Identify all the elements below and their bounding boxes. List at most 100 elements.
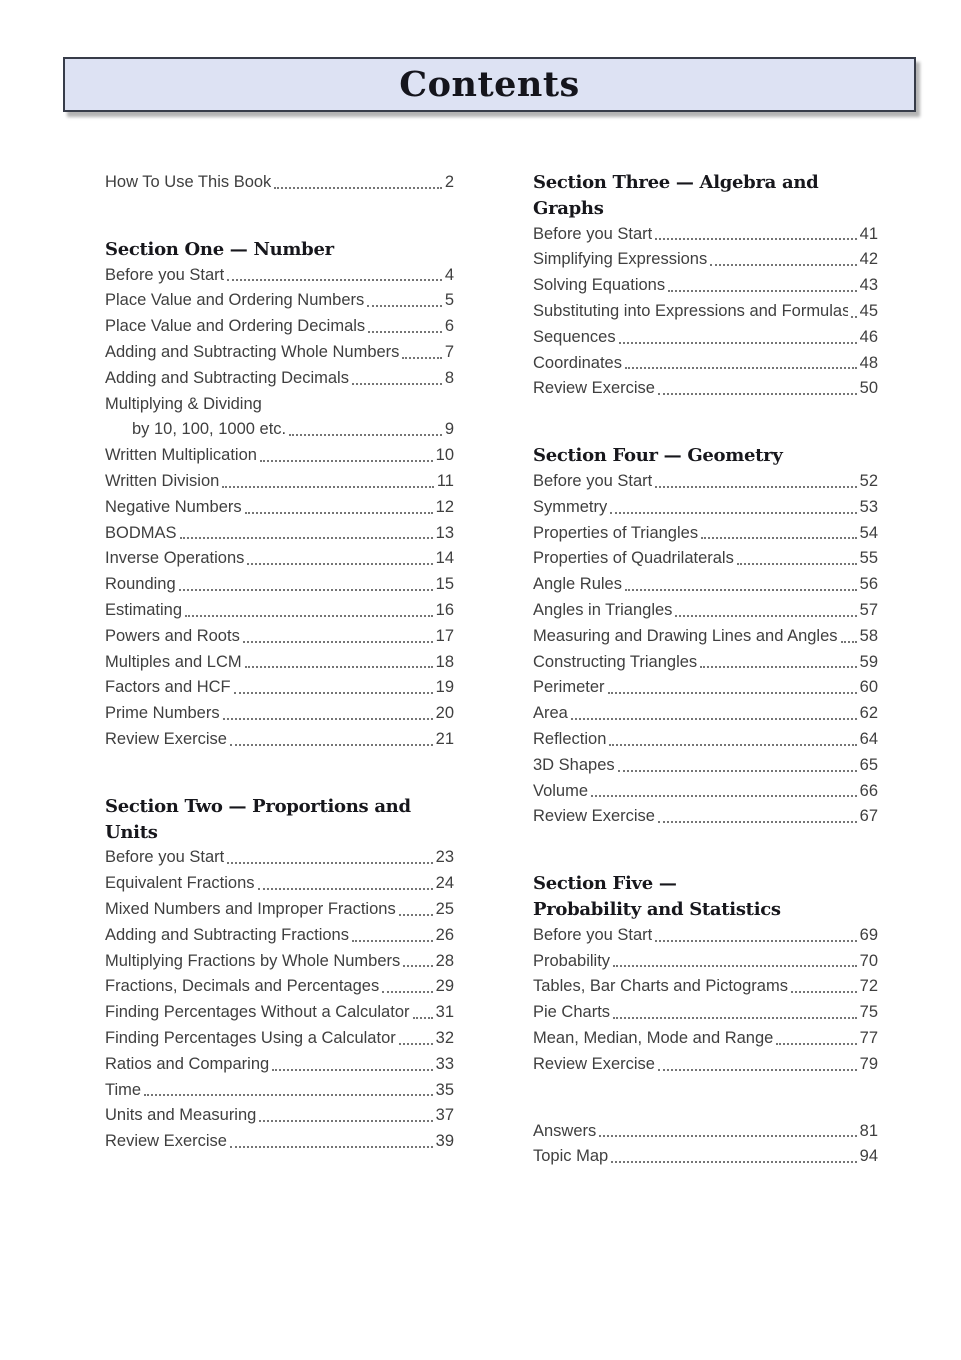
- toc-entry: Place Value and Ordering Decimals 6: [105, 314, 454, 340]
- entry-label: Before you Start: [105, 848, 225, 867]
- page-number: 29: [435, 977, 454, 996]
- entry-label: Perimeter: [533, 678, 605, 697]
- entry-label: Solving Equations: [533, 276, 666, 295]
- entry-label: Before you Start: [533, 471, 653, 490]
- page-number: 70: [859, 951, 878, 970]
- page-number: 5: [444, 291, 454, 310]
- toc-entry: Probability 70: [533, 949, 878, 975]
- page-number: 2: [444, 173, 454, 191]
- toc-entry: Topic Map 94: [533, 1144, 878, 1170]
- toc-block: Section Three — Algebra and Graphs Before…: [533, 170, 878, 402]
- page-number: 59: [859, 652, 878, 671]
- dot-leader: [591, 795, 857, 798]
- toc-entry: Reflection 64: [533, 727, 878, 753]
- dot-leader: [403, 965, 433, 968]
- page-number: 17: [435, 626, 454, 645]
- dot-leader: [259, 1120, 433, 1123]
- title-box: Contents: [63, 57, 916, 112]
- dot-leader: [289, 434, 442, 437]
- page-number: 28: [435, 951, 454, 970]
- toc-entry: Pie Charts 75: [533, 1000, 878, 1026]
- page-number: 33: [435, 1054, 454, 1073]
- page-number: 67: [859, 807, 878, 826]
- toc-entry: Written Division 11: [105, 469, 454, 495]
- dot-leader: [657, 1068, 857, 1071]
- entry-label: Measuring and Drawing Lines and Angles: [533, 626, 838, 645]
- page-number: 20: [435, 704, 454, 723]
- toc-entry: Equivalent Fractions 24: [105, 871, 454, 897]
- section-heading: Section Three — Algebra and Graphs: [533, 172, 819, 219]
- toc-entry: Factors and HCF 19: [105, 675, 454, 701]
- toc-entry: Review Exercise 67: [533, 804, 878, 830]
- entry-label: Inverse Operations: [105, 549, 245, 568]
- dot-leader: [611, 1161, 857, 1164]
- toc-entry: Finding Percentages Using a Calculator 32: [105, 1026, 454, 1052]
- dot-leader: [229, 1145, 433, 1148]
- toc-entry: Volume 66: [533, 779, 878, 805]
- entry-label: Powers and Roots: [105, 626, 240, 645]
- dot-leader: [178, 588, 433, 591]
- toc-block: Section One — Number Before you Start 4 Pla…: [105, 237, 454, 753]
- dot-leader: [776, 1042, 857, 1045]
- page-number: 24: [435, 874, 454, 893]
- dot-leader: [272, 1068, 433, 1071]
- toc-entry: Units and Measuring 37: [105, 1103, 454, 1129]
- entry-label: Multiplying Fractions by Whole Numbers: [105, 951, 401, 970]
- page-number: 52: [859, 471, 878, 490]
- dot-leader: [617, 769, 857, 772]
- entry-label: Before you Start: [533, 925, 653, 944]
- page-number: 14: [435, 549, 454, 568]
- dot-leader: [185, 614, 433, 617]
- dot-leader: [247, 563, 433, 566]
- toc-entry: Properties of Triangles 54: [533, 521, 878, 547]
- toc-entry: Prime Numbers 20: [105, 701, 454, 727]
- page-number: 48: [859, 353, 878, 372]
- toc-entry: Adding and Subtracting Fractions 26: [105, 923, 454, 949]
- dot-leader: [233, 692, 433, 695]
- toc-entry: Review Exercise 39: [105, 1129, 454, 1155]
- dot-leader: [144, 1094, 433, 1097]
- entry-label: Multiples and LCM: [105, 652, 242, 671]
- page-number: 25: [435, 899, 454, 918]
- dot-leader: [242, 640, 433, 643]
- entry-label: Review Exercise: [533, 1054, 655, 1073]
- entry-label: Multiplying & Dividing: [105, 394, 262, 413]
- page-number: 46: [859, 327, 878, 346]
- entry-label: Adding and Subtracting Whole Numbers: [105, 342, 400, 361]
- toc-entry: Written Multiplication 10: [105, 443, 454, 469]
- page-number: 16: [435, 600, 454, 619]
- dot-leader: [351, 382, 442, 385]
- entry-label: Before you Start: [533, 224, 653, 243]
- dot-leader: [398, 1042, 433, 1045]
- dot-leader: [624, 367, 857, 370]
- page-number: 69: [859, 925, 878, 944]
- entry-label: by 10, 100, 1000 etc.: [132, 420, 287, 439]
- dot-leader: [657, 821, 857, 824]
- dot-leader: [668, 289, 857, 292]
- toc-entry: Angles in Triangles 57: [533, 598, 878, 624]
- toc-entry: Angle Rules 56: [533, 572, 878, 598]
- toc-entry: Estimating 16: [105, 598, 454, 624]
- page-number: 9: [444, 420, 454, 439]
- dot-leader: [618, 341, 857, 344]
- toc-entry: by 10, 100, 1000 etc. 9: [105, 417, 454, 443]
- toc-entry: Symmetry 53: [533, 495, 878, 521]
- dot-leader: [610, 511, 857, 514]
- dot-leader: [257, 887, 433, 890]
- dot-leader: [412, 1016, 433, 1019]
- dot-leader: [179, 537, 433, 540]
- toc-entry: Solving Equations 43: [533, 273, 878, 299]
- page-number: 50: [859, 379, 878, 398]
- dot-leader: [840, 640, 857, 643]
- toc-entry: Substituting into Expressions and Formul…: [533, 299, 878, 325]
- entry-label: Finding Percentages Without a Calculator: [105, 1003, 410, 1022]
- page-number: 11: [436, 471, 454, 490]
- entry-label: Properties of Triangles: [533, 523, 699, 542]
- section-heading: Section Five — Probability and Statistic…: [533, 873, 781, 920]
- dot-leader: [790, 991, 857, 994]
- entry-label: How To Use This Book: [105, 173, 272, 191]
- toc-entry: Tables, Bar Charts and Pictograms 72: [533, 974, 878, 1000]
- page-number: 15: [435, 575, 454, 594]
- dot-leader: [398, 913, 433, 916]
